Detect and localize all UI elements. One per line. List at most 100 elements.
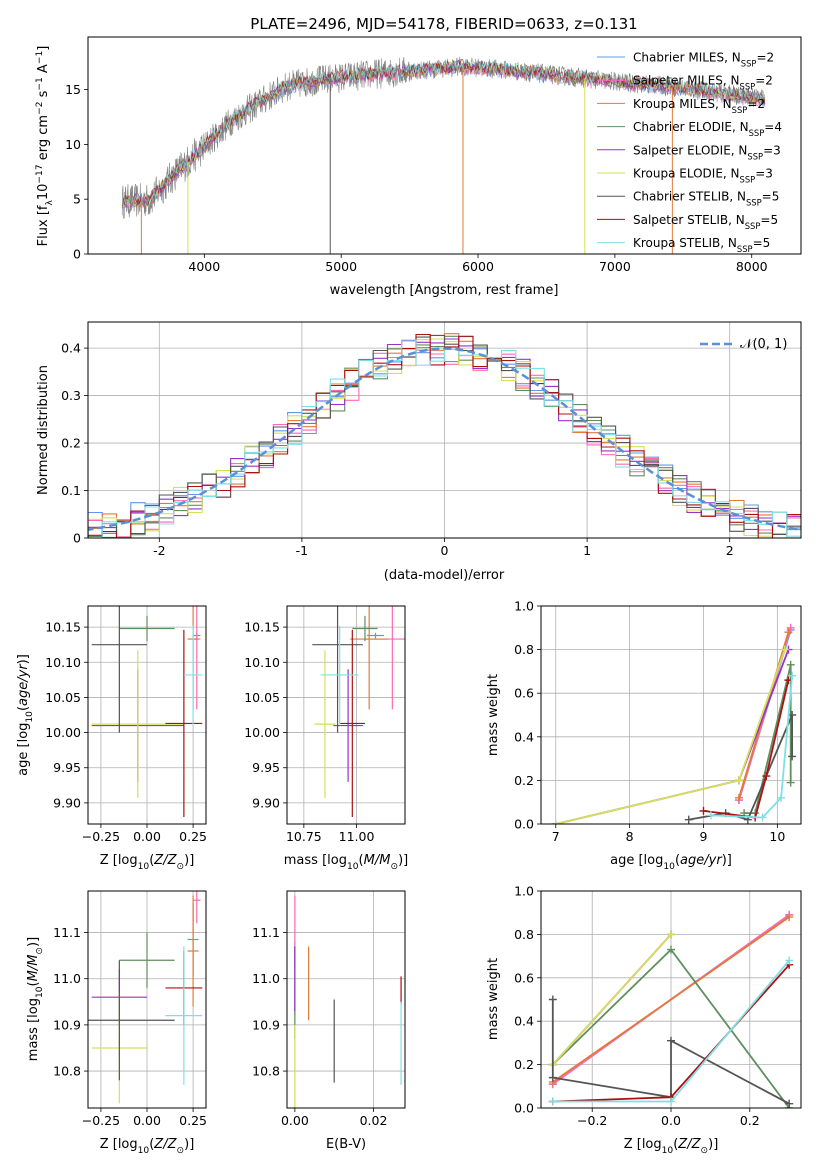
label-part: 10 [25,711,35,723]
axes-frame [87,321,802,539]
y-tick-label: 0 [73,247,81,262]
y-tick-label: 10.10 [244,655,280,670]
label-part: SSP [732,105,748,115]
mass-weight-marker [777,793,786,802]
y-tick-label: 0.0 [514,817,534,832]
axes-frame [540,890,802,1109]
label-part: ( [675,853,680,868]
label-part: s [36,90,51,101]
y-tick-label: 0.3 [61,388,81,403]
y-tick-label: 10.9 [53,1017,81,1032]
plot-area [541,891,801,1108]
label-part: 10 [138,862,150,872]
y-axis-label: age [log10(age/yr)] [16,654,35,776]
legend-label: Kroupa ELODIE, NSSP=3 [633,167,773,185]
y-axis-label: mass weight [486,674,501,756]
label-part: ⊙ [35,947,45,955]
label-part: Z/Z [153,1137,177,1152]
label-part: Kroupa ELODIE, N [633,167,740,181]
label-part: Chabrier STELIB, N [633,190,746,204]
x-tick-label: 0.0 [661,1113,681,1128]
mass-weight-marker [786,778,795,787]
y-tick-label: 11.0 [252,971,280,986]
x-tick-label: 11.00 [339,829,375,844]
axes-mass_vs_ebv: 0.00 0.02 10.8 10.9 11.0 11.1 E(B-V) [252,890,406,1152]
normal-curve [88,347,801,531]
x-tick-label: 0.25 [179,1113,207,1128]
plot-area [121,56,766,254]
mass-weight-marker [667,930,675,939]
mass-weight-marker [788,711,797,719]
y-tick-label: 0.6 [514,686,534,701]
x-tick-label: 8000 [736,259,768,274]
label-part: =3 [763,143,781,157]
legend-label: Salpeter MILES, NSSP=2 [633,74,773,92]
x-tick-label: 6000 [462,259,494,274]
label-part: ( [16,706,31,711]
label-part: =2 [756,51,774,65]
label-part: Z [log [624,1137,662,1152]
label-part: )] [398,853,408,868]
mass-weight-marker [734,776,743,785]
label-part: SSP [749,128,765,138]
axes-frame [286,890,406,1109]
y-tick-label: 10.10 [45,655,81,670]
y-tick-label: 9.90 [252,795,280,810]
label-part: −17 [35,164,45,183]
y-tick-label: 10.00 [45,725,81,740]
x-tick-label: 10.75 [286,829,322,844]
label-part: Salpeter STELIB, N [633,213,745,227]
label-part: λ [45,200,55,206]
label-part: Kroupa MILES, N [633,97,732,111]
y-tick-label: 0.4 [514,729,534,744]
label-part: )] [16,654,31,664]
label-part: Flux [f [36,205,51,246]
x-tick-label: 7 [552,829,560,844]
mass-weight-marker [699,806,708,815]
label-part: ⊙ [177,862,185,872]
label-part: 10 [662,1146,674,1156]
x-tick-label: 9 [700,829,708,844]
label-part: =5 [753,236,771,250]
mass-weight-line [710,675,793,819]
legend-label: Salpeter ELODIE, NSSP=3 [633,143,781,161]
x-tick-label: 2 [726,543,734,558]
mass-weight-marker [734,793,743,802]
mass-weight-marker [786,623,795,632]
x-tick-label: 10 [769,829,785,844]
label-part: =3 [755,167,773,181]
residual-histogram [88,334,801,538]
y-tick-label: 0.2 [61,436,81,451]
x-axis-label: mass [log10(M/M⊙)] [284,853,408,872]
x-axis-label: wavelength [Angstrom, rest frame] [330,283,559,298]
label-part: age [log [610,853,663,868]
label-part: age/yr [680,853,723,868]
mass-weight-marker [667,1036,675,1045]
label-part: Z/Z [677,1137,701,1152]
mass-weight-marker [785,1099,794,1108]
x-axis-label: age [log10(age/yr)] [610,853,732,872]
y-tick-label: 1.0 [514,884,534,899]
label-part: ⊙ [177,1146,185,1156]
label-part: )] [184,1137,194,1152]
label-part: SSP [740,82,756,92]
mass-weight-marker [785,913,794,922]
y-tick-label: 10.8 [53,1064,81,1079]
mass-weight-marker [784,628,793,637]
label-part: =5 [760,213,778,227]
label-part: SSP [741,59,757,69]
label-part: −2 [35,102,45,115]
y-tick-label: 0.6 [514,970,534,985]
label-part: SSP [737,244,753,254]
axes-mass_weight_vs_z: −0.2 0.0 0.2 0.0 0.2 0.4 0.6 0.8 1.0 Z [log10(Z/Z… [486,884,802,1156]
label-part: age/yr [16,663,31,706]
mass-weight-marker [551,820,560,824]
y-tick-label: 10.00 [244,725,280,740]
x-axis-label: E(B-V) [326,1137,366,1152]
label-part: =2 [747,97,765,111]
plot-area [88,891,206,1108]
mass-weight-line [552,916,790,1083]
